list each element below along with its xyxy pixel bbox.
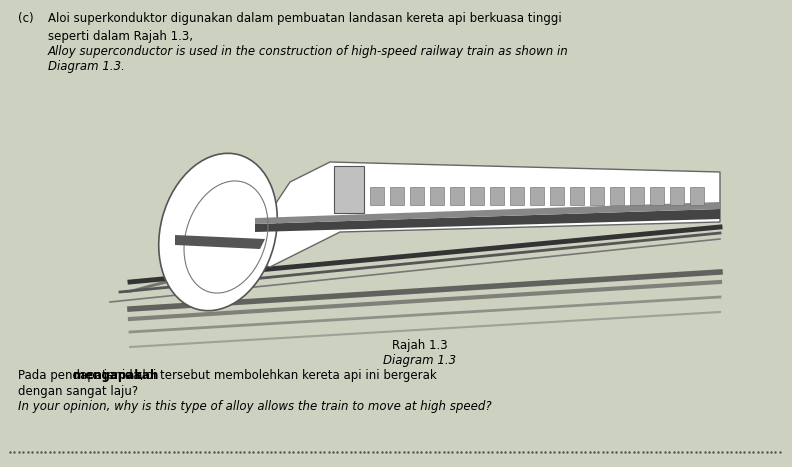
- Bar: [690, 187, 704, 205]
- Text: seperti dalam Rajah 1.3,: seperti dalam Rajah 1.3,: [48, 30, 193, 43]
- Polygon shape: [125, 247, 290, 292]
- Text: Alloy superconductor is used in the construction of high-speed railway train as : Alloy superconductor is used in the cons…: [48, 45, 569, 58]
- Bar: [390, 187, 404, 205]
- Text: In your opinion, why is this type of alloy allows the train to move at high spee: In your opinion, why is this type of all…: [18, 400, 492, 413]
- Bar: [590, 187, 604, 205]
- Bar: [570, 187, 584, 205]
- Polygon shape: [255, 202, 720, 224]
- Bar: [430, 187, 444, 205]
- Text: Pada pendapat anda,: Pada pendapat anda,: [18, 369, 147, 382]
- Text: mengapakah: mengapakah: [73, 369, 158, 382]
- Bar: [490, 187, 504, 205]
- Polygon shape: [175, 235, 265, 249]
- Bar: [450, 187, 464, 205]
- Bar: [650, 187, 664, 205]
- Text: Aloi superkonduktor digunakan dalam pembuatan landasan kereta api berkuasa tingg: Aloi superkonduktor digunakan dalam pemb…: [48, 12, 562, 25]
- Bar: [510, 187, 524, 205]
- Bar: [410, 187, 424, 205]
- Bar: [670, 187, 684, 205]
- Text: Diagram 1.3.: Diagram 1.3.: [48, 60, 125, 73]
- Text: (c): (c): [18, 12, 33, 25]
- Bar: [610, 187, 624, 205]
- Bar: [370, 187, 384, 205]
- Text: Rajah 1.3: Rajah 1.3: [392, 339, 447, 352]
- Bar: [530, 187, 544, 205]
- Polygon shape: [240, 162, 720, 267]
- Ellipse shape: [158, 153, 277, 311]
- FancyBboxPatch shape: [334, 166, 364, 213]
- Bar: [550, 187, 564, 205]
- Text: jenis aloi tersebut membolehkan kereta api ini bergerak: jenis aloi tersebut membolehkan kereta a…: [101, 369, 437, 382]
- Bar: [470, 187, 484, 205]
- Bar: [630, 187, 644, 205]
- Polygon shape: [255, 209, 720, 232]
- Text: dengan sangat laju?: dengan sangat laju?: [18, 385, 138, 398]
- Text: Diagram 1.3: Diagram 1.3: [383, 354, 456, 367]
